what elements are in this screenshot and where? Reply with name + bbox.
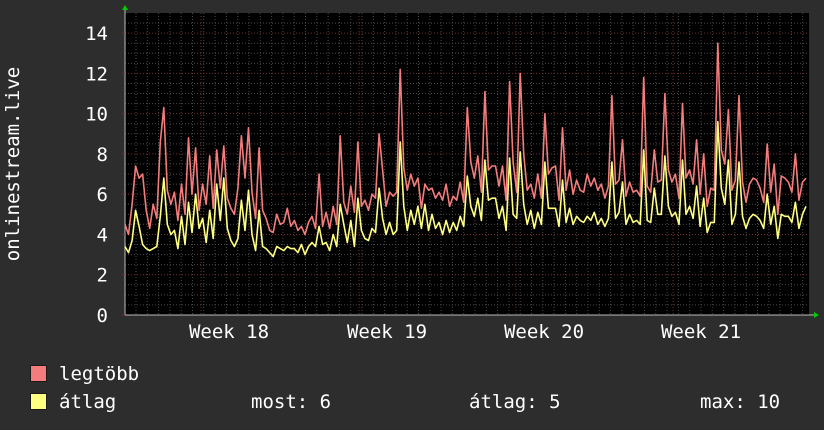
x-tick-label: Week 19 — [347, 321, 427, 343]
x-tick-label: Week 18 — [189, 321, 269, 343]
stat-atlag: átlag: 5 — [469, 391, 561, 413]
stat-most: most: 6 — [251, 391, 332, 413]
y-tick-label: 4 — [97, 224, 108, 246]
y-axis-arrow — [122, 5, 128, 10]
y-axis-label: onlinestream.live — [2, 67, 24, 261]
series-line-atlag — [124, 120, 807, 258]
series-line-legtobb — [124, 42, 807, 236]
stat-max: max: 10 — [700, 391, 781, 413]
legend-label-legtobb: legtöbb — [59, 363, 140, 385]
legend-swatch-legtobb — [30, 365, 47, 382]
y-tick-label: 14 — [85, 23, 108, 45]
x-tick-label: Week 21 — [661, 321, 741, 343]
x-tick-label: Week 20 — [504, 321, 584, 343]
y-tick-label: 10 — [85, 104, 108, 126]
legend-swatch-atlag — [30, 393, 47, 410]
axis-labels: 0 2 4 6 8 10 12 14 Week 18 Week 19 Week 20 Week 21 — [85, 23, 741, 343]
y-tick-label: 6 — [97, 184, 108, 206]
legend-label-atlag: átlag — [59, 391, 117, 413]
y-tick-label: 12 — [85, 63, 108, 85]
axes — [122, 5, 819, 318]
x-axis-arrow — [814, 312, 819, 318]
y-tick-label: 8 — [97, 144, 108, 166]
y-tick-label: 2 — [97, 265, 108, 287]
y-tick-label: 0 — [97, 305, 108, 327]
series-lines — [124, 42, 807, 258]
